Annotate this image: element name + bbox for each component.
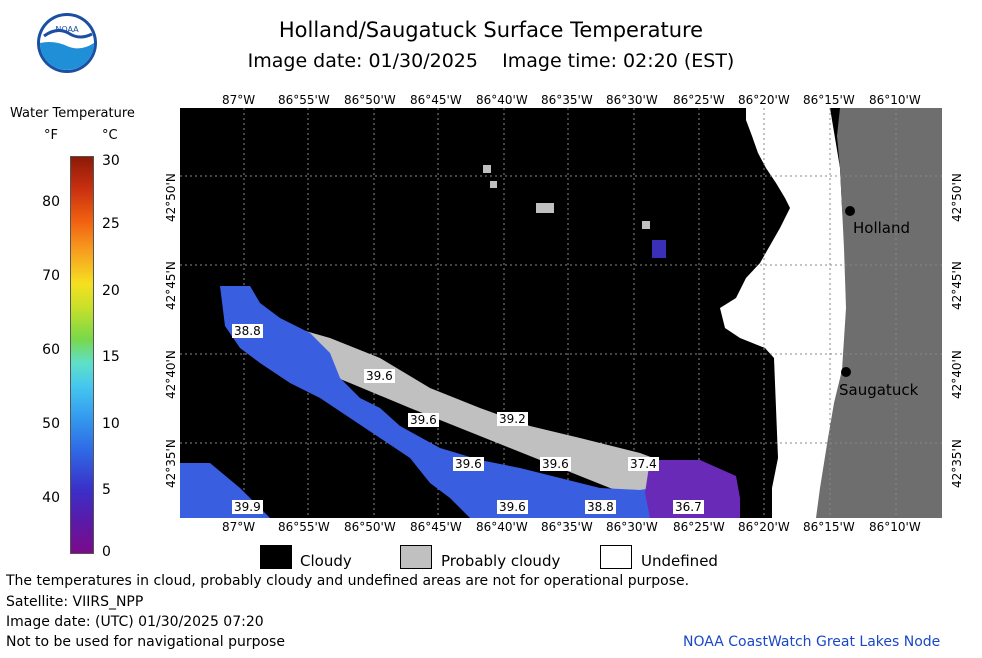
- lon-bottom-86-10: 86°10'W: [869, 520, 921, 534]
- lat-left-42-35: 42°35'N: [164, 439, 178, 488]
- holland-marker: [845, 206, 855, 216]
- temp-label: 39.2: [497, 412, 528, 426]
- lon-top-86-45: 86°45'W: [410, 93, 462, 107]
- lat-left-42-45: 42°45'N: [164, 261, 178, 310]
- temp-label: 37.4: [628, 457, 659, 471]
- lon-top-86-35: 86°35'W: [541, 93, 593, 107]
- cold-water-area: [645, 460, 740, 518]
- note-navigation: Not to be used for navigational purpose: [6, 634, 285, 650]
- city-label-saugatuck: Saugatuck: [839, 381, 919, 399]
- temp-label: 39.6: [540, 457, 571, 471]
- temp-label: 39.9: [232, 500, 263, 514]
- legend-label-probably-cloudy: Probably cloudy: [441, 552, 561, 570]
- credit-link[interactable]: NOAA CoastWatch Great Lakes Node: [683, 634, 941, 650]
- lat-right-42-40: 42°40'N: [950, 350, 964, 399]
- speck-3: [536, 203, 554, 213]
- speck-2: [490, 181, 497, 188]
- legend-swatch-cloudy: [260, 545, 292, 569]
- lon-bottom-86-45: 86°45'W: [410, 520, 462, 534]
- lat-right-42-50: 42°50'N: [950, 173, 964, 222]
- lat-left-42-40: 42°40'N: [164, 350, 178, 399]
- undefined-area: [720, 108, 847, 518]
- lon-bottom-86-35: 86°35'W: [541, 520, 593, 534]
- speck-4: [642, 221, 650, 229]
- graticule: [180, 108, 942, 518]
- tick-c-5: 5: [102, 482, 111, 498]
- colorbar-title: Water Temperature: [10, 106, 135, 121]
- temp-label: 38.8: [232, 324, 263, 338]
- temp-label: 36.7: [673, 500, 704, 514]
- note-utc-date: Image date: (UTC) 01/30/2025 07:20: [6, 614, 264, 630]
- lon-bottom-86-30: 86°30'W: [606, 520, 658, 534]
- saugatuck-marker: [841, 367, 851, 377]
- tick-f-60: 60: [42, 342, 60, 358]
- tick-c-10: 10: [102, 416, 120, 432]
- note-satellite: Satellite: VIIRS_NPP: [6, 594, 144, 610]
- page-title: Holland/Saugatuck Surface Temperature: [278, 18, 704, 42]
- lon-top-86-30: 86°30'W: [606, 93, 658, 107]
- lon-top-86-25: 86°25'W: [673, 93, 725, 107]
- lon-top-86-50: 86°50'W: [344, 93, 396, 107]
- city-label-holland: Holland: [853, 219, 911, 237]
- note-disclaimer: The temperatures in cloud, probably clou…: [6, 573, 690, 589]
- temperature-colorbar: [70, 156, 94, 554]
- lon-top-86-15: 86°15'W: [803, 93, 855, 107]
- tick-c-25: 25: [102, 216, 120, 232]
- tick-f-80: 80: [42, 194, 60, 210]
- tick-c-15: 15: [102, 349, 120, 365]
- tick-c-30: 30: [102, 153, 120, 169]
- temp-label: 39.6: [497, 500, 528, 514]
- tick-f-50: 50: [42, 416, 60, 432]
- legend-label-cloudy: Cloudy: [300, 552, 352, 570]
- lon-bottom-86-50: 86°50'W: [344, 520, 396, 534]
- svg-text:NOAA: NOAA: [55, 25, 79, 34]
- unit-fahrenheit: °F: [44, 128, 58, 143]
- lon-bottom-86-40: 86°40'W: [476, 520, 528, 534]
- lat-right-42-35: 42°35'N: [950, 439, 964, 488]
- speck-5: [652, 240, 666, 258]
- tick-f-70: 70: [42, 268, 60, 284]
- probably-cloudy-area: [260, 318, 680, 500]
- lon-top-86-20: 86°20'W: [738, 93, 790, 107]
- tick-c-20: 20: [102, 283, 120, 299]
- image-date-time: Image date: 01/30/2025 Image time: 02:20…: [247, 50, 735, 72]
- lon-bottom-86-20: 86°20'W: [738, 520, 790, 534]
- temp-label: 39.6: [408, 413, 439, 427]
- lon-top-87: 87°W: [222, 93, 256, 107]
- lon-top-86-55: 86°55'W: [278, 93, 330, 107]
- lon-top-86-40: 86°40'W: [476, 93, 528, 107]
- legend-swatch-probably-cloudy: [400, 545, 432, 569]
- legend-swatch-undefined: [600, 545, 632, 569]
- unit-celsius: °C: [102, 128, 118, 143]
- temp-label: 38.8: [585, 500, 616, 514]
- temp-label: 39.6: [364, 369, 395, 383]
- noaa-logo: NOAA: [36, 12, 98, 74]
- temperature-map: 38.8 39.6 39.6 39.2 39.6 39.6 37.4 39.9 …: [180, 108, 942, 518]
- tick-f-40: 40: [42, 490, 60, 506]
- lat-right-42-45: 42°45'N: [950, 261, 964, 310]
- lon-bottom-86-55: 86°55'W: [278, 520, 330, 534]
- tick-c-0: 0: [102, 544, 111, 560]
- lon-bottom-86-25: 86°25'W: [673, 520, 725, 534]
- lon-bottom-87: 87°W: [222, 520, 256, 534]
- lon-bottom-86-15: 86°15'W: [803, 520, 855, 534]
- lat-left-42-50: 42°50'N: [164, 173, 178, 222]
- speck-1: [483, 165, 491, 173]
- temp-label: 39.6: [453, 457, 484, 471]
- legend-label-undefined: Undefined: [641, 552, 718, 570]
- lon-top-86-10: 86°10'W: [869, 93, 921, 107]
